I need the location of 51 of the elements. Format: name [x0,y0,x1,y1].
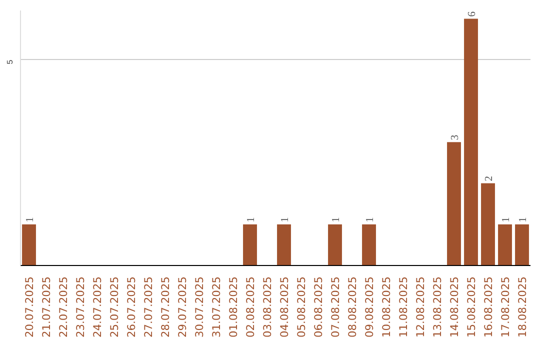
x-tick-label: 20.07.2025 [23,276,36,338]
x-tick-label: 13.08.2025 [431,276,444,338]
y-tick-label: 5 [6,59,14,64]
x-tick-label: 18.08.2025 [516,276,529,338]
data-label: 6 [467,10,478,17]
x-tick-label: 21.07.2025 [40,276,53,338]
x-tick-label: 11.08.2025 [397,276,410,338]
bar [481,183,495,266]
x-tick-label: 06.08.2025 [312,276,325,338]
data-label: 1 [246,217,257,222]
x-tick-label: 01.08.2025 [227,276,240,338]
x-tick-label: 16.08.2025 [482,276,495,338]
x-tick-label: 08.08.2025 [346,276,359,338]
x-tick-label: 14.08.2025 [448,276,461,338]
x-tick-label: 05.08.2025 [295,276,308,338]
bar [243,224,257,266]
data-label: 1 [518,217,529,222]
bar [464,18,478,266]
x-tick-label: 25.07.2025 [108,276,121,338]
data-label: 2 [484,176,495,182]
bar [277,224,291,266]
x-tick-label: 15.08.2025 [465,276,478,338]
x-tick-label: 23.07.2025 [74,276,87,338]
data-label: 1 [501,217,512,222]
x-tick-label: 26.07.2025 [125,276,138,338]
bar [447,142,461,266]
x-tick-label: 03.08.2025 [261,276,274,338]
x-tick-label: 07.08.2025 [329,276,342,338]
x-tick-label: 27.07.2025 [142,276,155,338]
bar [515,224,529,266]
x-tick-label: 09.08.2025 [363,276,376,338]
bar [328,224,342,266]
data-label: 3 [450,134,461,140]
bar [498,224,512,266]
x-tick-label: 04.08.2025 [278,276,291,338]
data-label: 1 [25,217,36,222]
x-tick-label: 29.07.2025 [176,276,189,338]
data-label: 1 [280,217,291,222]
x-tick-label: 31.07.2025 [210,276,223,338]
data-label: 1 [331,217,342,222]
x-tick-label: 02.08.2025 [244,276,257,338]
bar [22,224,36,266]
x-tick-label: 12.08.2025 [414,276,427,338]
bar [362,224,376,266]
data-label: 1 [365,217,376,222]
x-tick-label: 22.07.2025 [57,276,70,338]
x-tick-label: 24.07.2025 [91,276,104,338]
x-tick-label: 10.08.2025 [380,276,393,338]
x-tick-label: 17.08.2025 [499,276,512,338]
x-tick-label: 28.07.2025 [159,276,172,338]
x-tick-label: 30.07.2025 [193,276,206,338]
